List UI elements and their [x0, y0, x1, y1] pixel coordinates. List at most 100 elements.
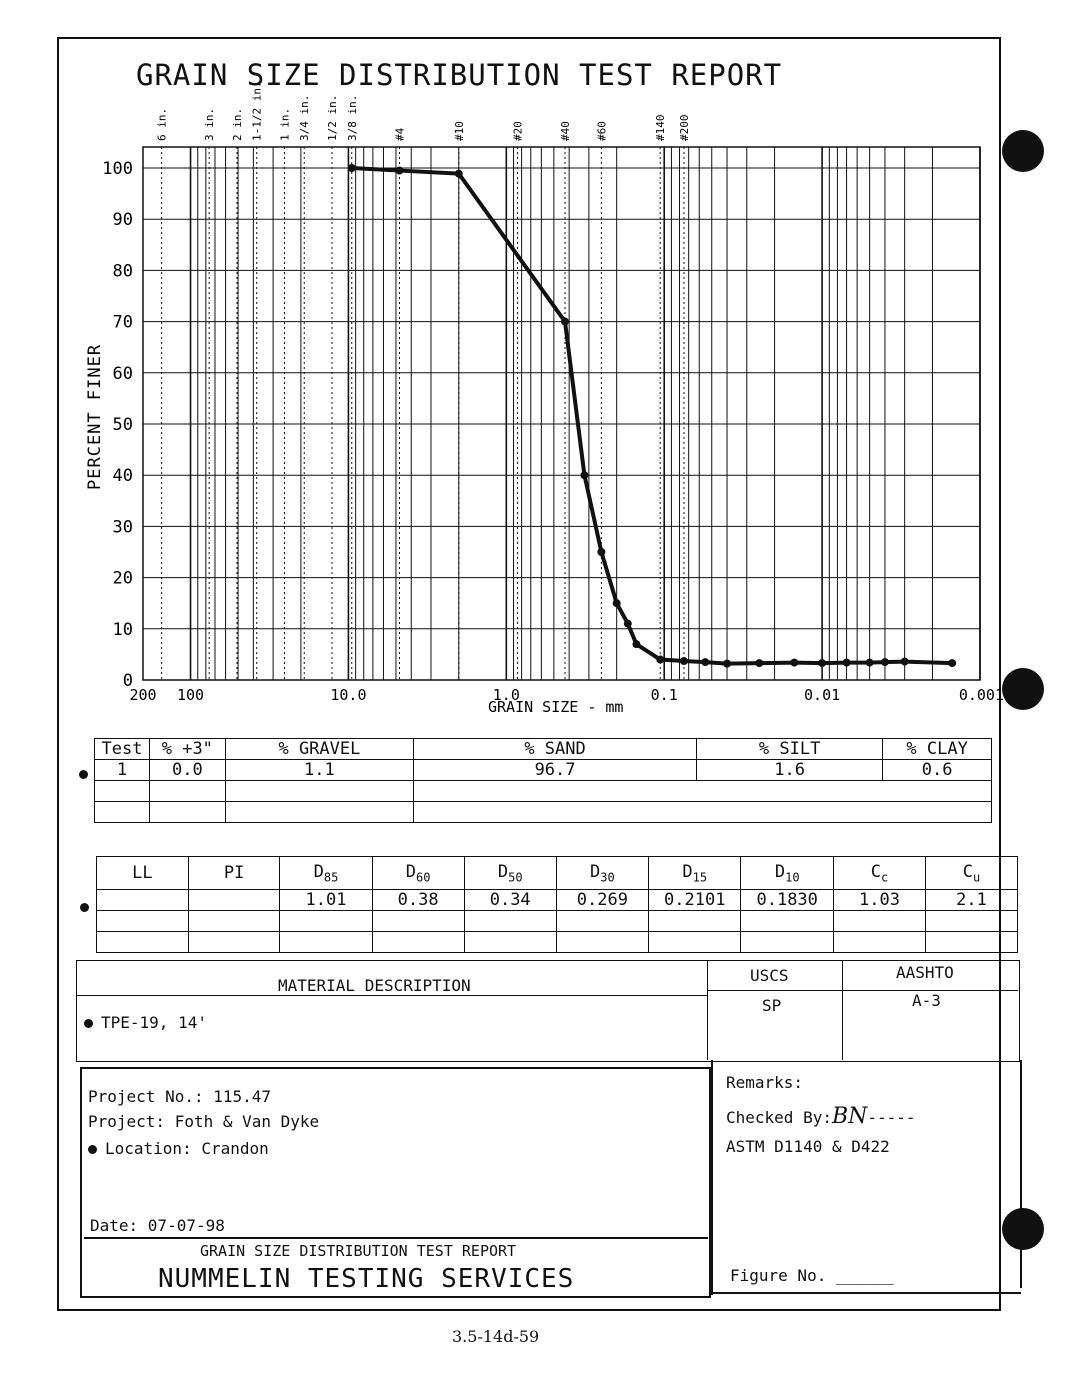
header-cc: Cc: [832, 856, 927, 890]
header-d60: D60: [371, 856, 465, 890]
data-point: [580, 471, 589, 480]
header-silt: % SILT: [695, 738, 884, 760]
sieve-label: 3/8 in.: [346, 95, 359, 141]
report-title: GRAIN SIZE DISTRIBUTION TEST REPORT: [136, 58, 783, 92]
data-point: [818, 659, 827, 668]
project-box: [80, 1067, 711, 1298]
material-description: TPE-19, 14': [84, 1013, 207, 1032]
data-point: [790, 658, 799, 667]
y-tick-label: 0: [123, 671, 133, 691]
cell-d60: 0.38: [371, 889, 465, 911]
cell-test: 1: [94, 759, 150, 781]
y-tick-label: 30: [113, 517, 133, 537]
data-point: [755, 659, 764, 668]
sieve-label: 1-1/2 in.: [251, 81, 264, 141]
data-point: [679, 657, 688, 666]
sieve-label: #4: [393, 127, 406, 141]
checker-signature: BN: [831, 1104, 868, 1129]
y-tick-label: 50: [113, 415, 133, 435]
material-header: MATERIAL DESCRIPTION: [278, 976, 471, 995]
y-tick-label: 80: [113, 261, 133, 281]
x-tick-label: 100: [177, 686, 204, 704]
y-tick-label: 70: [113, 313, 133, 333]
y-tick-label: 60: [113, 364, 133, 384]
data-point: [560, 317, 569, 326]
aashto-label: AASHTO: [896, 963, 954, 982]
header-gravel: % GRAVEL: [224, 738, 415, 760]
data-point: [842, 658, 851, 667]
header-d30: D30: [555, 856, 650, 890]
data-point: [900, 657, 909, 666]
astm-standard: ASTM D1140 & D422: [726, 1137, 890, 1156]
cell-d15: 0.2101: [648, 889, 742, 911]
data-point: [395, 166, 404, 175]
gradation-table: Test % +3" % GRAVEL % SAND % SILT % CLAY…: [94, 738, 992, 823]
cell-cu: 2.1: [925, 889, 1018, 911]
data-point: [948, 659, 957, 668]
cell-silt: 1.6: [695, 759, 884, 781]
cell-plus3: 0.0: [148, 759, 226, 781]
data-point: [623, 619, 632, 628]
y-tick-label: 20: [113, 569, 133, 589]
cell-d30: 0.269: [555, 889, 650, 911]
checked-by: Checked By:BN-----: [726, 1104, 916, 1129]
y-axis-ticks: 0 10 20 30 40 50 60 70 80 90 100: [102, 159, 133, 691]
data-point: [880, 658, 889, 667]
sieve-label: 6 in.: [156, 108, 169, 141]
uscs-label: USCS: [750, 966, 789, 985]
test-marker: [79, 770, 88, 779]
project-location: Location: Crandon: [88, 1139, 269, 1158]
y-tick-label: 10: [113, 620, 133, 640]
binder-hole-top: [1002, 130, 1044, 172]
x-tick-label: 200: [129, 686, 156, 704]
sieve-label: 2 in.: [231, 108, 244, 141]
project-name: Project: Foth & Van Dyke: [88, 1112, 320, 1131]
header-test: Test: [94, 738, 150, 760]
header-d50: D50: [463, 856, 557, 890]
data-point: [612, 599, 621, 608]
binder-hole-bottom: [1002, 1208, 1044, 1250]
cell-sand: 96.7: [413, 759, 697, 781]
grain-size-chart: 6 in. 3 in. 2 in. 1-1/2 in. 1 in. 3/4 in. 1/2 …: [85, 81, 1004, 716]
cell-clay: 0.6: [882, 759, 992, 781]
sieve-label: #20: [511, 121, 524, 141]
binder-hole-middle: [1002, 668, 1044, 710]
plot-frame: [142, 146, 981, 681]
data-point: [347, 164, 356, 172]
cell-d50: 0.34: [463, 889, 557, 911]
company-name: NUMMELIN TESTING SERVICES: [158, 1264, 575, 1294]
sieve-label: #40: [559, 121, 572, 141]
project-number: Project No.: 115.47: [88, 1087, 272, 1106]
aashto-value: A-3: [912, 991, 941, 1010]
cell-d85: 1.01: [279, 889, 373, 911]
y-axis-label: PERCENT FINER: [85, 344, 105, 490]
sieve-labels: 6 in. 3 in. 2 in. 1-1/2 in. 1 in. 3/4 in. 1/2 …: [156, 81, 691, 680]
cell-d10: 0.1830: [740, 889, 834, 911]
cell-ll: [96, 889, 189, 911]
header-clay: % CLAY: [882, 738, 992, 760]
diameter-marker: [80, 903, 89, 912]
x-tick-label: 0.001: [959, 686, 1004, 704]
data-point: [701, 658, 710, 667]
header-pi: PI: [187, 856, 281, 890]
y-tick-label: 90: [113, 210, 133, 230]
project-date: Date: 07-07-98: [90, 1216, 225, 1235]
series-line: [347, 164, 957, 668]
figure-number: Figure No. ______: [730, 1266, 894, 1285]
y-tick-label: 40: [113, 466, 133, 486]
x-axis-ticks: 200 100 10.0 1.0 0.1 0.01 0.001: [129, 686, 1004, 704]
x-tick-label: 0.1: [651, 686, 678, 704]
sieve-label: #10: [453, 121, 466, 141]
header-ll: LL: [96, 856, 189, 890]
sieve-label: #60: [595, 121, 608, 141]
header-cu: Cu: [925, 856, 1018, 890]
cell-gravel: 1.1: [224, 759, 415, 781]
sieve-label: #200: [678, 115, 691, 142]
cell-pi: [187, 889, 281, 911]
header-d15: D15: [648, 856, 742, 890]
material-box: [76, 960, 1020, 1062]
header-d10: D10: [740, 856, 834, 890]
cell-cc: 1.03: [832, 889, 927, 911]
data-point: [597, 548, 606, 556]
sieve-label: 3/4 in.: [298, 95, 311, 141]
